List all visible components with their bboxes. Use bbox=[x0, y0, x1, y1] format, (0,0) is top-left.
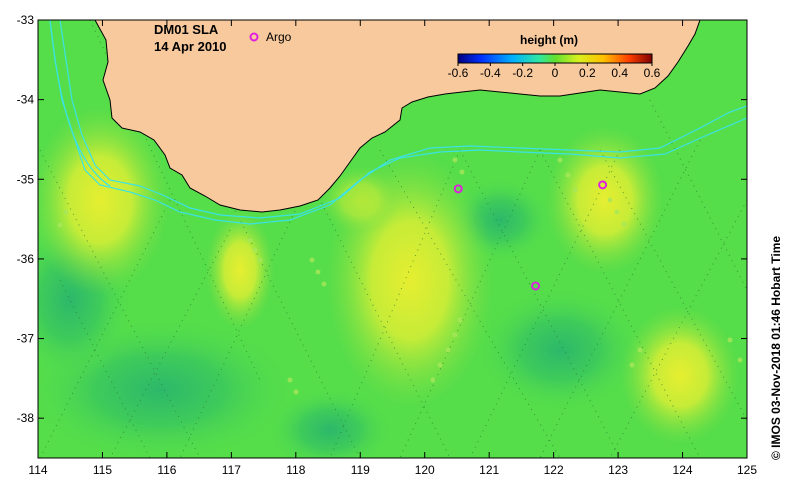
argo-floats bbox=[453, 180, 608, 291]
y-tick-label: -33 bbox=[17, 13, 35, 27]
argo-legend-label: Argo bbox=[266, 30, 292, 44]
colorbar-tick-label: -0.6 bbox=[448, 66, 469, 80]
x-tick-label: 125 bbox=[737, 463, 757, 477]
x-tick-label: 121 bbox=[479, 463, 499, 477]
argo-float-marker bbox=[598, 180, 608, 190]
argo-legend-icon bbox=[249, 32, 259, 42]
y-tick-label: -34 bbox=[17, 93, 35, 107]
x-tick-label: 116 bbox=[157, 463, 176, 477]
x-tick-label: 120 bbox=[415, 463, 435, 477]
y-tick-label: -38 bbox=[17, 411, 35, 425]
colorbar-gradient bbox=[457, 53, 653, 64]
x-tick-label: 114 bbox=[28, 463, 47, 477]
x-tick-label: 123 bbox=[608, 463, 628, 477]
y-axis: -33 -34 -35 -36 -37 -38 bbox=[17, 13, 747, 425]
product-title: DM01 SLA bbox=[154, 22, 219, 37]
colorbar-tick-label: 0.4 bbox=[611, 66, 628, 80]
colorbar-tick-label: 0.2 bbox=[579, 66, 596, 80]
y-tick-label: -35 bbox=[17, 172, 35, 186]
argo-legend: Argo bbox=[249, 30, 292, 44]
plot-frame bbox=[37, 19, 748, 459]
x-axis: 114 115 116 117 118 119 120 121 122 123 124 125 bbox=[28, 20, 757, 477]
argo-float-marker bbox=[453, 184, 463, 194]
land-mass bbox=[94, 20, 701, 213]
colorbar-tick-label: 0 bbox=[552, 66, 559, 80]
colorbar-ticks: -0.6 -0.4 -0.2 0 0.2 0.4 0.6 bbox=[448, 63, 661, 80]
x-tick-label: 124 bbox=[673, 463, 693, 477]
argo-float-marker bbox=[531, 281, 541, 291]
track-dots bbox=[57, 157, 743, 395]
x-tick-label: 122 bbox=[544, 463, 564, 477]
x-tick-label: 119 bbox=[351, 463, 370, 477]
colorbar-tick-label: -0.4 bbox=[480, 66, 501, 80]
x-tick-label: 117 bbox=[222, 463, 241, 477]
y-tick-label: -37 bbox=[17, 332, 35, 346]
colorbar-tick-label: -0.2 bbox=[512, 66, 533, 80]
y-tick-label: -36 bbox=[17, 252, 35, 266]
credit-text: © IMOS 03-Nov-2018 01:46 Hobart Time bbox=[769, 236, 783, 460]
colorbar-tick-label: 0.6 bbox=[644, 66, 661, 80]
map-date: 14 Apr 2010 bbox=[154, 39, 227, 54]
x-tick-label: 118 bbox=[286, 463, 305, 477]
colorbar: height (m) -0.6 -0.4 -0.2 0 0.2 0.4 0.6 bbox=[448, 33, 661, 80]
colorbar-title: height (m) bbox=[520, 33, 578, 47]
ocean-field bbox=[38, 20, 747, 458]
contour-lines bbox=[49, 20, 747, 225]
x-tick-label: 115 bbox=[93, 463, 112, 477]
